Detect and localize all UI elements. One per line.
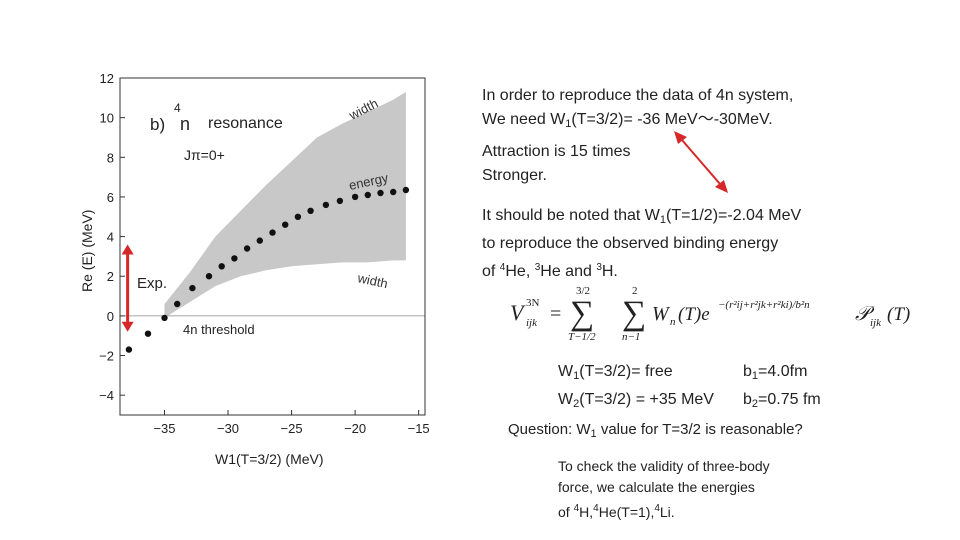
svg-text:T−1/2: T−1/2 bbox=[568, 331, 596, 343]
energy-point bbox=[336, 197, 344, 205]
param-row-2: W2(T=3/2) = +35 MeV b2=0.75 fm bbox=[558, 391, 821, 410]
energy-points bbox=[125, 186, 410, 353]
x-tick-label: −25 bbox=[281, 421, 303, 436]
energy-point bbox=[243, 245, 251, 252]
title-n: n bbox=[180, 114, 190, 134]
energy-point bbox=[174, 300, 181, 308]
intro-line-1: In order to reproduce the data of 4n sys… bbox=[482, 87, 794, 104]
question-text: Question: W1 value for T=3/2 is reasonab… bbox=[508, 421, 803, 440]
energy-point bbox=[364, 191, 371, 199]
panel-label: b) bbox=[150, 115, 165, 134]
svg-text:V: V bbox=[510, 300, 526, 325]
svg-text:3N: 3N bbox=[526, 297, 540, 309]
parameters: W1(T=3/2)= free b1=4.0fm W2(T=3/2) = +35 … bbox=[558, 360, 821, 416]
intro-line-3: Attraction is 15 times bbox=[482, 143, 631, 160]
y-ticks: 12 10 8 6 4 2 0 −2 −4 bbox=[99, 71, 125, 403]
energy-point bbox=[256, 237, 263, 244]
y-tick-label: 8 bbox=[107, 150, 114, 165]
x-ticks: −35 −30 −25 −20 −15 bbox=[153, 410, 430, 436]
svg-text:W: W bbox=[652, 303, 671, 325]
link-arrow bbox=[674, 131, 728, 193]
x-tick-label: −35 bbox=[153, 421, 175, 436]
energy-point bbox=[125, 346, 133, 353]
note-line-3: of 4He, 3He and 3H. bbox=[482, 262, 618, 280]
energy-point bbox=[402, 186, 410, 194]
intro-line-2: We need W1(T=3/2)= -36 MeV～-30MeV. bbox=[482, 111, 773, 130]
x-tick-label: −30 bbox=[217, 421, 239, 436]
width-band-area bbox=[164, 91, 406, 318]
energy-point bbox=[282, 221, 289, 228]
width-bottom-label: width bbox=[355, 270, 389, 291]
svg-text:ijk: ijk bbox=[526, 317, 538, 329]
energy-point bbox=[294, 213, 302, 220]
y-tick-label: 6 bbox=[107, 190, 114, 205]
energy-point bbox=[377, 189, 384, 197]
svg-text:n: n bbox=[670, 316, 676, 328]
energy-point bbox=[307, 207, 314, 214]
title-resonance: resonance bbox=[208, 115, 283, 132]
energy-point bbox=[144, 330, 152, 337]
note-line-2: to reproduce the observed binding energy bbox=[482, 235, 779, 252]
energy-point bbox=[189, 284, 196, 292]
y-tick-label: −2 bbox=[99, 349, 114, 364]
y-tick-label: 0 bbox=[107, 309, 114, 324]
energy-point bbox=[231, 255, 238, 262]
energy-point bbox=[322, 201, 330, 209]
energy-point bbox=[390, 188, 397, 196]
svg-text:∑: ∑ bbox=[622, 295, 646, 332]
energy-point bbox=[205, 273, 213, 280]
svg-text:∑: ∑ bbox=[570, 295, 594, 332]
threshold-label: 4n threshold bbox=[183, 322, 255, 337]
svg-text:(T): (T) bbox=[887, 304, 910, 325]
svg-text:3/2: 3/2 bbox=[576, 285, 590, 297]
energy-point bbox=[161, 314, 168, 322]
exp-arrow bbox=[121, 244, 134, 332]
jpi-label: Jπ=0+ bbox=[184, 147, 225, 163]
energy-point bbox=[218, 263, 225, 270]
svg-text:n−1: n−1 bbox=[622, 331, 640, 343]
param-row-1: W1(T=3/2)= free b1=4.0fm bbox=[558, 363, 808, 382]
energy-point bbox=[351, 193, 359, 201]
x-tick-label: −20 bbox=[344, 421, 366, 436]
three-body-force-equation: V 3N ijk = 3/2 ∑ T−1/2 2 ∑ n−1 W n (T)e … bbox=[510, 285, 910, 343]
y-tick-label: 12 bbox=[100, 71, 114, 86]
check-text: To check the validity of three-body forc… bbox=[558, 456, 770, 523]
check-line-3: of 4H,4He(T=1),4Li. bbox=[558, 503, 675, 520]
y-tick-label: 4 bbox=[107, 230, 114, 245]
note-line-1: It should be noted that W1(T=1/2)=-2.04 … bbox=[482, 207, 802, 226]
resonance-plot: −35 −30 −25 −20 −15 12 10 8 6 4 2 0 −2 −4 b) 4 n res… bbox=[79, 71, 430, 467]
y-tick-label: 10 bbox=[100, 111, 114, 126]
y-tick-label: −4 bbox=[99, 388, 114, 403]
x-tick-label: −15 bbox=[408, 421, 430, 436]
svg-text:−(r²ij+r²jk+r²ki)/b²n: −(r²ij+r²jk+r²ki)/b²n bbox=[718, 299, 810, 311]
plot-frame bbox=[119, 77, 426, 416]
width-band bbox=[164, 91, 406, 318]
intro-line-4: Stronger. bbox=[482, 167, 547, 184]
x-axis-label: W1(T=3/2) (MeV) bbox=[215, 451, 324, 467]
y-tick-label: 2 bbox=[107, 269, 114, 284]
svg-text:(T)e: (T)e bbox=[678, 304, 710, 325]
exp-label: Exp. bbox=[137, 275, 167, 292]
energy-point bbox=[269, 229, 276, 236]
check-line-2: force, we calculate the energies bbox=[558, 479, 755, 495]
svg-text:ijk: ijk bbox=[870, 317, 882, 329]
svg-text:2: 2 bbox=[632, 285, 638, 297]
intro-text: In order to reproduce the data of 4n sys… bbox=[482, 84, 793, 188]
check-line-1: To check the validity of three-body bbox=[558, 458, 770, 474]
title-superscript: 4 bbox=[174, 101, 181, 115]
y-axis-label: Re (E) (MeV) bbox=[79, 210, 95, 292]
svg-text:=: = bbox=[550, 303, 561, 325]
note-text: It should be noted that W1(T=1/2)=-2.04 … bbox=[482, 204, 801, 284]
